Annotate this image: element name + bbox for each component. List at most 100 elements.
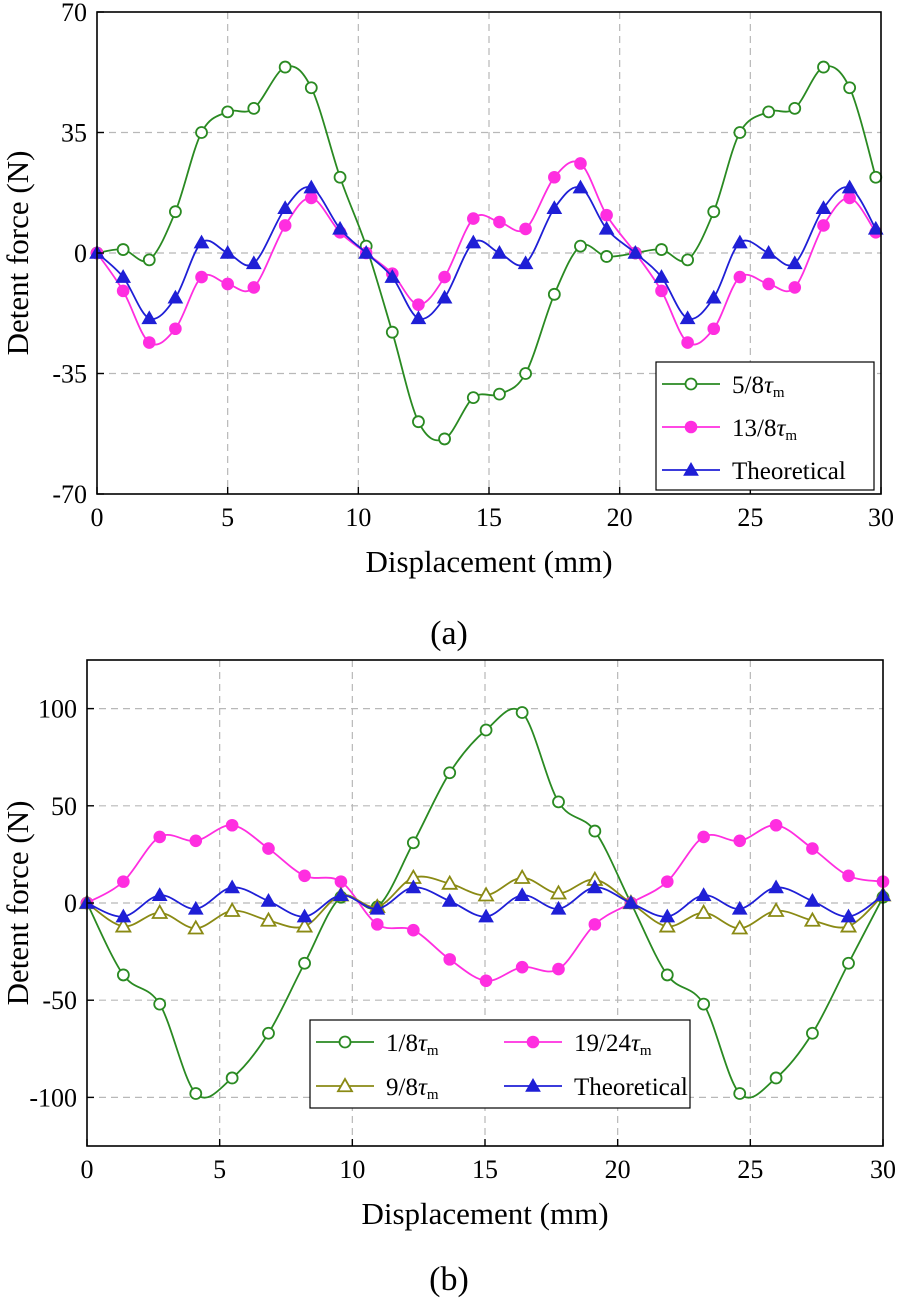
- data-point: [412, 415, 425, 429]
- legend-marker: [683, 461, 699, 476]
- data-point: [298, 956, 311, 970]
- data-point: [332, 220, 348, 235]
- data-point: [842, 956, 855, 970]
- data-point: [842, 869, 855, 883]
- data-point: [695, 887, 712, 901]
- data-point: [151, 887, 168, 901]
- data-point: [443, 766, 457, 780]
- data-point: [817, 219, 830, 232]
- data-point: [245, 255, 262, 270]
- data-point: [681, 253, 695, 267]
- data-point: [225, 1071, 239, 1085]
- data-point: [224, 879, 240, 894]
- data-point: [803, 911, 821, 927]
- legend-label: 1/8τm: [386, 1030, 439, 1059]
- data-point: [705, 289, 722, 304]
- y-tick-label: 70: [61, 0, 87, 27]
- legend-entry: Theoretical: [662, 458, 846, 485]
- y-tick-label: -50: [42, 986, 77, 1015]
- data-point: [479, 723, 493, 737]
- legend-label: Theoretical: [732, 458, 846, 485]
- data-point: [660, 875, 674, 888]
- data-point: [655, 284, 668, 298]
- data-point: [733, 270, 747, 284]
- data-point: [806, 1026, 819, 1040]
- data-point: [189, 1087, 203, 1100]
- data-point: [769, 1071, 783, 1085]
- data-point: [466, 391, 480, 405]
- legend-label: 5/8τm: [732, 372, 785, 401]
- data-point: [115, 269, 131, 283]
- chart-panel-b: 0 5 10 15 20 25 30 -100 -50 0 50 100 Displacement (m…: [0, 659, 896, 1298]
- data-point: [548, 170, 561, 184]
- data-point: [517, 255, 534, 270]
- data-point: [653, 269, 670, 283]
- data-point: [438, 270, 451, 284]
- data-point: [515, 960, 529, 974]
- y-tick-label: 50: [51, 792, 77, 821]
- data-point: [438, 432, 451, 446]
- data-point: [697, 830, 710, 844]
- data-point: [406, 836, 420, 850]
- data-point: [769, 818, 783, 832]
- data-point: [296, 917, 314, 933]
- data-point: [732, 234, 748, 249]
- y-axis-label: Detent force (N): [0, 801, 35, 1006]
- data-point: [840, 908, 857, 923]
- data-point: [304, 81, 318, 95]
- data-point: [600, 250, 613, 263]
- data-point: [410, 310, 427, 325]
- data-point: [187, 900, 204, 915]
- legend-entry: 19/24τm: [504, 1030, 652, 1059]
- data-point: [247, 102, 261, 115]
- series-markers: [90, 60, 883, 446]
- data-point: [303, 179, 320, 194]
- x-axis-label: Displacement (mm): [365, 544, 612, 579]
- data-point: [262, 1026, 275, 1040]
- data-point: [168, 205, 182, 219]
- x-tick-label: 15: [476, 503, 502, 532]
- data-point: [167, 289, 184, 304]
- legend-marker: [684, 420, 698, 434]
- data-point: [514, 887, 531, 901]
- data-point: [277, 200, 294, 214]
- data-point: [598, 220, 615, 235]
- data-point: [247, 281, 261, 294]
- data-point: [304, 191, 318, 205]
- data-point: [549, 884, 568, 900]
- data-point: [493, 215, 506, 229]
- data-point: [731, 919, 749, 935]
- y-tick-label: 0: [64, 889, 77, 918]
- data-point: [195, 126, 208, 139]
- data-point: [223, 901, 241, 917]
- data-point: [142, 253, 156, 267]
- data-point: [804, 893, 821, 907]
- chart-panel-a: 0 5 10 15 20 25 30 -70 -35 0 35 70 Displacement (mm)…: [0, 0, 894, 652]
- x-tick-label: 20: [607, 503, 633, 532]
- data-point: [588, 824, 602, 838]
- data-point: [679, 310, 696, 325]
- data-point: [733, 126, 747, 139]
- data-point: [358, 244, 375, 259]
- legend: 1/8τm 19/24τm 9/8τm Theoretical: [309, 1019, 691, 1109]
- data-point: [441, 874, 459, 890]
- data-point: [681, 336, 694, 349]
- data-point: [697, 997, 711, 1011]
- data-point: [843, 191, 856, 205]
- data-point: [707, 205, 721, 219]
- data-point: [278, 219, 292, 232]
- x-tick-label: 25: [737, 1155, 763, 1184]
- data-point: [655, 243, 668, 256]
- y-axis-label: Detent force (N): [0, 151, 35, 356]
- data-point: [384, 269, 401, 283]
- data-point: [169, 322, 182, 336]
- legend-marker: [684, 377, 698, 391]
- data-point: [334, 875, 348, 888]
- legend-entry: Theoretical: [504, 1074, 688, 1101]
- data-point: [278, 60, 292, 74]
- x-tick-label: 30: [870, 1155, 896, 1184]
- data-point: [478, 908, 494, 923]
- data-point: [493, 387, 506, 401]
- x-tick-label: 20: [605, 1155, 631, 1184]
